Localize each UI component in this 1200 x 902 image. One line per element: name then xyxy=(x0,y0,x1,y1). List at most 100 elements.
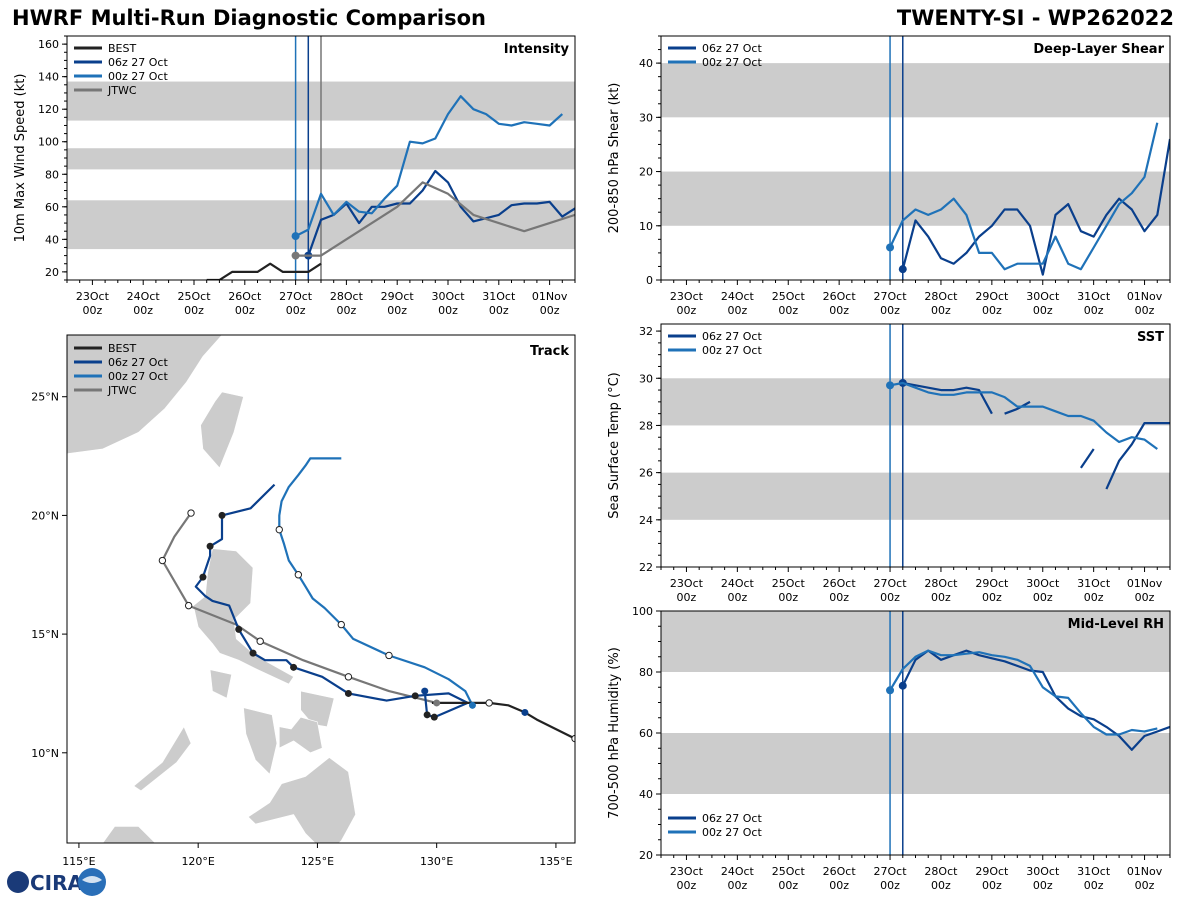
intensity-series-best-0 xyxy=(206,262,322,280)
sst-ytick-label: 24 xyxy=(639,514,653,527)
land-palawan xyxy=(133,726,192,792)
sst-xtick-label: 27Oct xyxy=(874,577,908,590)
intensity-ytick-label: 140 xyxy=(38,71,59,84)
shear-xtick-label: 31Oct xyxy=(1077,290,1111,303)
intensity-xtick-label: 26Oct xyxy=(228,290,262,303)
land-taiwan xyxy=(200,391,244,469)
land-mindanao xyxy=(247,757,356,843)
shear-xtick-label: 00z xyxy=(982,304,1002,317)
legend-label-run06: 06z 27 Oct xyxy=(108,356,168,369)
shear-xtick-label: 00z xyxy=(1033,304,1053,317)
rh-ytick-label: 60 xyxy=(639,727,653,740)
rh-xtick-label: 00z xyxy=(1135,879,1155,892)
intensity-xtick-label: 00z xyxy=(438,304,458,317)
sst-ytick-label: 22 xyxy=(639,561,653,574)
rh-xtick-label: 31Oct xyxy=(1077,865,1111,878)
rh-xtick-label: 00z xyxy=(931,879,951,892)
sst-xtick-label: 28Oct xyxy=(924,577,958,590)
sst-start-point-run00 xyxy=(886,381,895,390)
track-xtick-label: 125°E xyxy=(301,855,334,868)
rh-ylabel: 700-500 hPa Humidity (%) xyxy=(607,647,622,819)
sst-panel: 22242628303223Oct00z24Oct00z25Oct00z26Oc… xyxy=(607,323,1171,604)
shear-xtick-label: 00z xyxy=(1084,304,1104,317)
legend-label-run00: 00z 27 Oct xyxy=(702,344,762,357)
track-ytick-label: 10°N xyxy=(31,747,59,760)
sst-xtick-label: 00z xyxy=(778,591,798,604)
intensity-xtick-label: 00z xyxy=(83,304,103,317)
sst-xtick-label: 25Oct xyxy=(772,577,806,590)
track-point-filled-best xyxy=(521,708,529,716)
sst-ylabel: Sea Surface Temp (°C) xyxy=(607,372,622,519)
shear-xtick-label: 29Oct xyxy=(975,290,1009,303)
legend-label-best: BEST xyxy=(108,42,136,55)
rh-ytick-label: 20 xyxy=(639,849,653,862)
track-point-open-jtwc xyxy=(158,556,167,565)
intensity-xtick-label: 00z xyxy=(337,304,357,317)
track-ytick-label: 15°N xyxy=(31,628,59,641)
track-point-open-jtwc xyxy=(256,637,264,645)
rh-title: Mid-Level RH xyxy=(1068,617,1164,632)
legend-label-run06: 06z 27 Oct xyxy=(702,330,762,343)
sst-ytick-label: 28 xyxy=(639,419,653,432)
intensity-plot-area xyxy=(67,36,575,280)
shear-xtick-label: 28Oct xyxy=(924,290,958,303)
track-point-open-run00 xyxy=(337,620,345,629)
shear-ylabel: 200-850 hPa Shear (kt) xyxy=(607,83,622,234)
intensity-xtick-label: 00z xyxy=(489,304,509,317)
intensity-xtick-label: 30Oct xyxy=(431,290,465,303)
intensity-xtick-label: 00z xyxy=(286,304,306,317)
intensity-xtick-label: 24Oct xyxy=(127,290,161,303)
sst-xtick-label: 00z xyxy=(677,591,697,604)
intensity-ytick-label: 60 xyxy=(45,201,59,214)
shear-xtick-label: 00z xyxy=(677,304,697,317)
rh-plot-area xyxy=(661,611,1170,855)
rh-xtick-label: 00z xyxy=(778,879,798,892)
track-point-filled-run06 xyxy=(206,542,214,550)
track-point-filled-run06 xyxy=(235,625,243,633)
shear-xtick-label: 26Oct xyxy=(823,290,857,303)
intensity-xtick-label: 29Oct xyxy=(381,290,415,303)
track-xtick-label: 135°E xyxy=(539,855,572,868)
shear-ytick-label: 10 xyxy=(639,220,653,233)
sst-ytick-label: 30 xyxy=(639,372,653,385)
intensity-xtick-label: 01Nov xyxy=(532,290,568,303)
logo-globe-icon xyxy=(7,871,29,893)
shear-xtick-label: 27Oct xyxy=(874,290,908,303)
sst-xtick-label: 00z xyxy=(880,591,900,604)
shear-band-1 xyxy=(661,63,1170,118)
shear-xtick-label: 01Nov xyxy=(1127,290,1163,303)
rh-xtick-label: 00z xyxy=(727,879,747,892)
legend-label-jtwc: JTWC xyxy=(107,384,137,397)
shear-xtick-label: 23Oct xyxy=(670,290,704,303)
sst-series-run06-3 xyxy=(1105,422,1170,490)
sst-xtick-label: 00z xyxy=(1033,591,1053,604)
shear-series-run06-0 xyxy=(901,138,1170,276)
land-leyte-cebu xyxy=(278,716,323,754)
track-point-filled-run06 xyxy=(199,573,207,581)
track-xtick-label: 130°E xyxy=(420,855,453,868)
sst-xtick-label: 00z xyxy=(829,591,849,604)
figure-title: HWRF Multi-Run Diagnostic Comparison xyxy=(12,6,487,30)
shear-xtick-label: 00z xyxy=(1135,304,1155,317)
land-samar xyxy=(300,690,335,728)
rh-series-run06-0 xyxy=(901,649,1170,751)
shear-plot-area xyxy=(661,36,1170,280)
intensity-xtick-label: 00z xyxy=(540,304,560,317)
track-ytick-label: 20°N xyxy=(31,509,59,522)
sst-xtick-label: 00z xyxy=(1135,591,1155,604)
rh-xtick-label: 27Oct xyxy=(874,865,908,878)
shear-xtick-label: 00z xyxy=(778,304,798,317)
sst-series-run06-0 xyxy=(902,381,993,415)
track-panel: 115°E 120°E 125°E 130°E 135°E 10°N 15°N 20°N 25°… xyxy=(31,334,576,868)
track-point-filled-run06 xyxy=(218,511,226,519)
sst-xtick-label: 01Nov xyxy=(1127,577,1163,590)
land-luzon xyxy=(193,548,295,685)
legend-label-run06: 06z 27 Oct xyxy=(702,42,762,55)
intensity-start-point-run00 xyxy=(291,232,300,241)
rh-xtick-label: 28Oct xyxy=(924,865,958,878)
sst-series-run00-4 xyxy=(889,381,1158,450)
logo-text: CIRA xyxy=(30,871,84,895)
shear-band-0 xyxy=(661,171,1170,226)
intensity-xtick-label: 25Oct xyxy=(177,290,211,303)
